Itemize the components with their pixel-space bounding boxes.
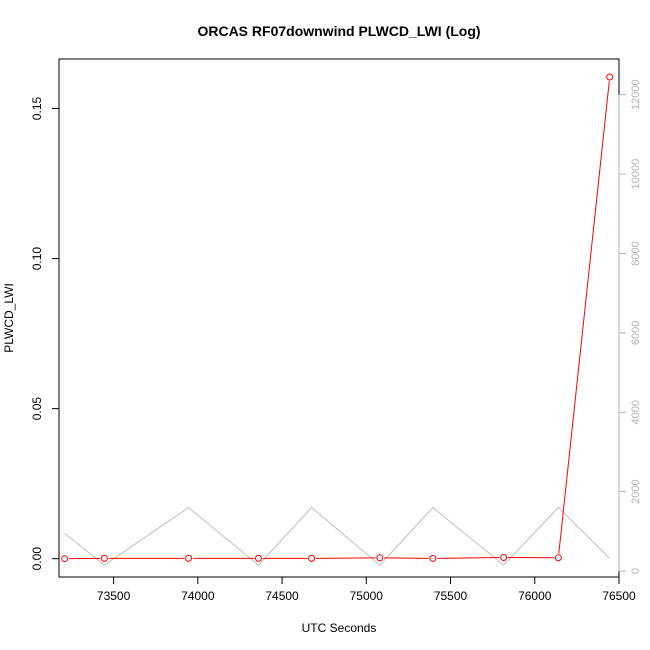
series-segment: [437, 557, 500, 559]
x-axis: 73500 74000 74500 75000 75500 76000 76500: [97, 576, 636, 603]
y2-tick-label: 8000: [630, 241, 642, 265]
series-segment: [558, 81, 610, 554]
y2-tick-label: 12000: [630, 79, 642, 110]
y2-axis: 0 2000 4000 6000 8000 10000 12000: [618, 79, 642, 574]
data-point: [500, 553, 508, 561]
x-tick-label: 76000: [518, 589, 552, 603]
y-tick-label: 0.00: [30, 547, 44, 571]
x-tick-label: 75000: [350, 589, 384, 603]
data-point: [254, 554, 262, 562]
y-axis-label: PLWCD_LWI: [2, 283, 16, 353]
y2-tick-label: 0: [630, 568, 642, 574]
x-tick-label: 75500: [434, 589, 468, 603]
data-point: [308, 554, 316, 562]
chart-title: ORCAS RF07downwind PLWCD_LWI (Log): [197, 23, 480, 39]
y-tick-label: 0.15: [30, 97, 44, 121]
y-axis: 0.00 0.05 0.10 0.15: [30, 97, 60, 571]
data-point: [185, 554, 193, 562]
x-tick-label: 73500: [97, 589, 131, 603]
y-tick-label: 0.05: [30, 397, 44, 421]
data-point: [61, 555, 69, 563]
plot-frame: [58, 58, 620, 578]
series-line: [64, 506, 611, 566]
data-point: [606, 73, 614, 81]
x-tick-label: 74000: [181, 589, 215, 603]
y2-tick-label: 6000: [630, 321, 642, 345]
y2-tick-label: 10000: [630, 159, 642, 190]
x-tick-label: 76500: [602, 589, 636, 603]
series-red: [61, 73, 614, 563]
data-point: [376, 554, 384, 562]
x-tick-label: 74500: [265, 589, 299, 603]
y-tick-label: 0.10: [30, 247, 44, 271]
data-point: [429, 554, 437, 562]
y2-tick-label: 4000: [630, 400, 642, 424]
y2-tick-label: 2000: [630, 479, 642, 503]
data-point: [100, 554, 108, 562]
data-point: [554, 554, 562, 562]
series-segment: [315, 557, 376, 559]
series-segment: [383, 557, 429, 559]
series-layer: [61, 73, 614, 566]
x-axis-label: UTC Seconds: [302, 621, 377, 635]
series-grey: [64, 506, 611, 566]
